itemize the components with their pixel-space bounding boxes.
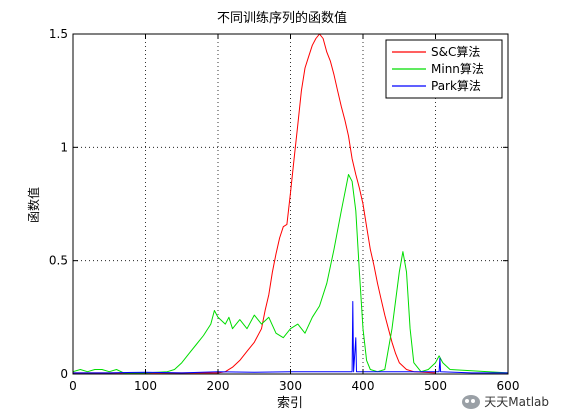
legend-label-1: Minn算法	[431, 61, 484, 76]
series-line-2	[73, 301, 508, 374]
watermark: 天天Matlab	[462, 393, 549, 410]
x-axis-ticks: 0 100 200 300 400 500 600	[69, 34, 519, 393]
plot-area	[72, 33, 509, 374]
series-line-1	[72, 174, 509, 374]
y-tick-label: 0.5	[49, 254, 68, 268]
x-tick-label: 0	[69, 379, 77, 393]
x-tick-label: 100	[134, 379, 157, 393]
x-tick-label: 300	[279, 379, 302, 393]
x-axis-label: 索引	[277, 396, 303, 411]
x-tick-label: 400	[352, 379, 375, 393]
chart-title: 不同训练序列的函数值	[217, 10, 347, 26]
x-tick-label: 500	[424, 379, 447, 393]
y-axis-label: 函数值	[26, 187, 41, 223]
x-tick-label: 200	[207, 379, 230, 393]
watermark-text: 天天Matlab	[484, 395, 549, 409]
legend-label-2: Park算法	[431, 78, 481, 93]
y-tick-label: 0	[60, 367, 68, 381]
legend-label-0: S&C算法	[431, 44, 480, 59]
legend: S&C算法 Minn算法 Park算法	[385, 39, 503, 99]
x-tick-label: 600	[497, 379, 520, 393]
y-axis-ticks: 0 0.5 1 1.5	[49, 27, 508, 381]
y-tick-label: 1	[60, 140, 68, 154]
y-tick-label: 1.5	[49, 27, 68, 41]
series-line-0	[73, 33, 436, 374]
wechat-icon	[462, 394, 481, 409]
